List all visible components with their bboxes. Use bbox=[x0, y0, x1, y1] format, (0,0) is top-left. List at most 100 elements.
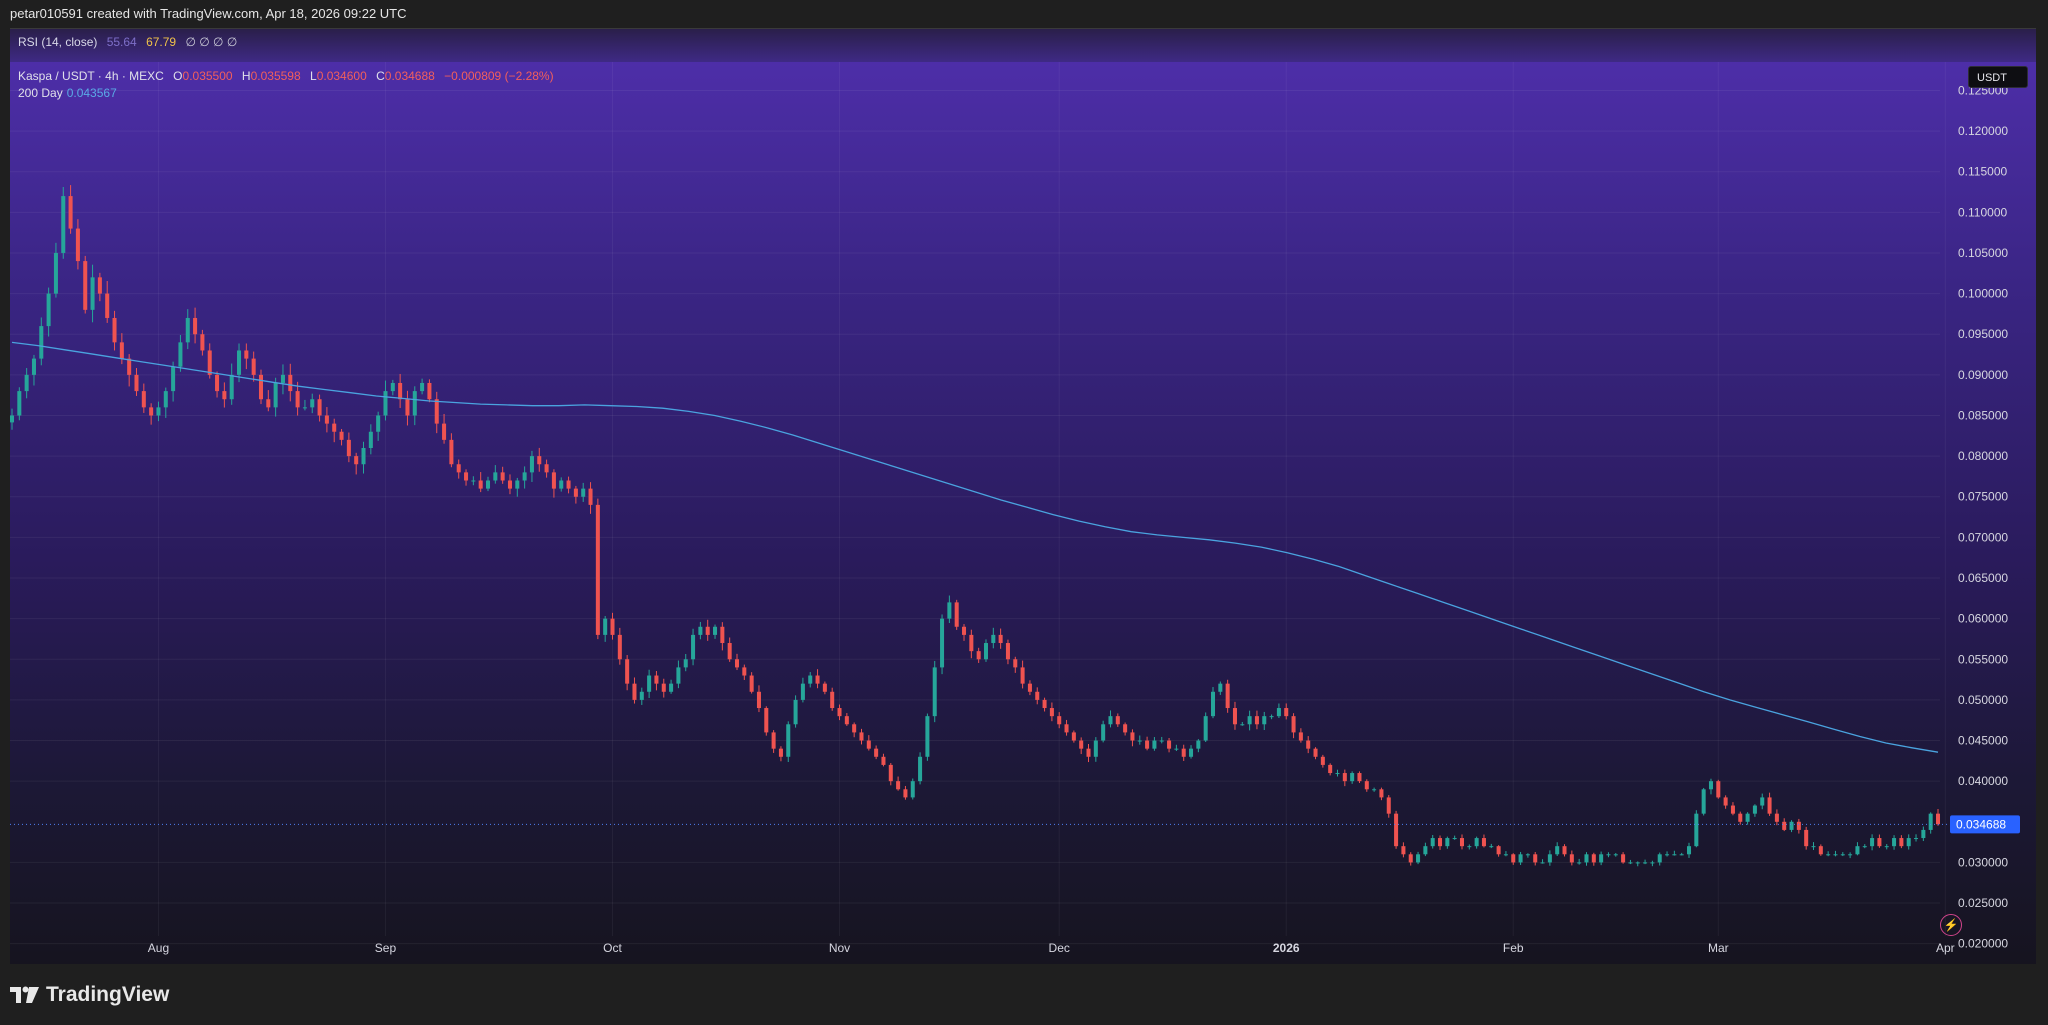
y-tick-label: 0.090000 bbox=[1958, 368, 2008, 382]
candle bbox=[1269, 716, 1274, 718]
candle bbox=[1760, 797, 1765, 806]
candle bbox=[734, 659, 740, 668]
candle bbox=[800, 683, 805, 700]
candle bbox=[529, 456, 534, 473]
candle bbox=[339, 431, 344, 440]
candle bbox=[1767, 797, 1772, 814]
candle bbox=[1555, 846, 1560, 855]
candle bbox=[588, 488, 593, 505]
candle bbox=[551, 472, 556, 489]
y-tick-label: 0.025000 bbox=[1958, 896, 2008, 910]
footer bbox=[0, 964, 2048, 1025]
candle bbox=[53, 252, 58, 294]
candle bbox=[522, 472, 527, 481]
candle bbox=[1525, 854, 1530, 856]
candle bbox=[280, 374, 285, 383]
lightning-bolt-icon[interactable]: ⚡ bbox=[1940, 914, 1962, 936]
x-tick-label: Feb bbox=[1503, 941, 1524, 955]
candle bbox=[493, 472, 498, 481]
candle bbox=[1862, 846, 1867, 848]
candle bbox=[1474, 838, 1479, 847]
candle bbox=[1752, 805, 1757, 814]
y-tick-label: 0.060000 bbox=[1958, 612, 2008, 626]
candle bbox=[1584, 854, 1589, 863]
candle bbox=[954, 602, 959, 627]
candle bbox=[1189, 748, 1194, 757]
candle bbox=[1159, 740, 1164, 742]
candle bbox=[1145, 740, 1150, 749]
candle bbox=[632, 683, 637, 700]
candle bbox=[1262, 716, 1267, 725]
candle bbox=[1240, 724, 1245, 726]
rsi-extras: ∅ ∅ ∅ ∅ bbox=[185, 35, 238, 49]
candle bbox=[302, 407, 307, 409]
moving-average-line bbox=[11, 341, 1939, 753]
y-tick-label: 0.105000 bbox=[1958, 246, 2008, 260]
x-tick-label: 2026 bbox=[1273, 941, 1300, 955]
y-tick-label: 0.110000 bbox=[1958, 205, 2007, 219]
candle bbox=[1335, 773, 1340, 775]
candle bbox=[888, 764, 893, 782]
ma-label[interactable]: 200 Day bbox=[18, 86, 63, 100]
candle bbox=[713, 626, 718, 635]
chart-canvas[interactable]: 0.1250000.1200000.1150000.1100000.105000… bbox=[10, 62, 2036, 964]
candle bbox=[185, 317, 190, 343]
candle bbox=[1167, 740, 1172, 749]
candle bbox=[266, 399, 271, 408]
candle bbox=[544, 464, 549, 473]
y-tick-label: 0.055000 bbox=[1958, 652, 2008, 666]
rsi-value-1: 55.64 bbox=[106, 35, 137, 49]
candle bbox=[46, 293, 51, 327]
candle bbox=[273, 382, 278, 408]
last-price-label: 0.034688 bbox=[1956, 817, 2006, 831]
change-value: −0.000809 (−2.28%) bbox=[444, 69, 554, 83]
candle bbox=[537, 456, 542, 465]
candle bbox=[1438, 838, 1443, 847]
candle bbox=[500, 472, 505, 481]
candle bbox=[947, 602, 952, 619]
candle bbox=[720, 626, 725, 644]
currency-unit-button[interactable]: USDT bbox=[1968, 66, 2028, 88]
candle bbox=[1320, 756, 1325, 765]
symbol-label[interactable]: Kaspa / USDT · 4h · MEXC bbox=[18, 69, 164, 83]
candle bbox=[390, 382, 395, 392]
candle bbox=[1694, 813, 1699, 847]
candle bbox=[1928, 813, 1933, 830]
close-value: 0.034688 bbox=[384, 69, 435, 83]
candle bbox=[1826, 854, 1831, 856]
candle bbox=[566, 480, 571, 489]
price-chart[interactable]: Kaspa / USDT · 4h · MEXC O0.035500 H0.03… bbox=[10, 62, 2036, 964]
candle bbox=[1489, 846, 1494, 848]
candle bbox=[156, 407, 161, 416]
candle bbox=[793, 699, 798, 725]
candle bbox=[1467, 846, 1472, 848]
candle bbox=[925, 716, 930, 757]
candle bbox=[222, 391, 227, 400]
y-tick-label: 0.030000 bbox=[1958, 855, 2008, 869]
candle bbox=[859, 732, 864, 741]
candle bbox=[727, 643, 732, 660]
candle bbox=[361, 447, 366, 465]
candle bbox=[1628, 862, 1633, 864]
candle bbox=[1935, 813, 1941, 825]
candle bbox=[1745, 813, 1750, 822]
candle bbox=[1071, 732, 1076, 741]
candle bbox=[844, 716, 849, 725]
candle bbox=[691, 634, 696, 660]
candle bbox=[874, 748, 879, 757]
candle bbox=[1481, 838, 1486, 847]
candle bbox=[617, 634, 622, 660]
candle bbox=[149, 407, 154, 416]
rsi-pane[interactable]: RSI (14, close) 55.64 67.79 ∅ ∅ ∅ ∅ bbox=[10, 28, 2036, 63]
candle bbox=[1738, 813, 1743, 822]
candle bbox=[1679, 854, 1684, 856]
candle bbox=[940, 618, 945, 668]
rsi-label[interactable]: RSI (14, close) bbox=[18, 35, 98, 49]
ohlc-row: Kaspa / USDT · 4h · MEXC O0.035500 H0.03… bbox=[18, 68, 554, 85]
candle bbox=[1884, 846, 1889, 848]
candle bbox=[31, 358, 36, 375]
candle bbox=[1547, 854, 1552, 863]
candle bbox=[610, 618, 615, 635]
candle bbox=[1621, 854, 1626, 863]
candle bbox=[1430, 838, 1435, 847]
